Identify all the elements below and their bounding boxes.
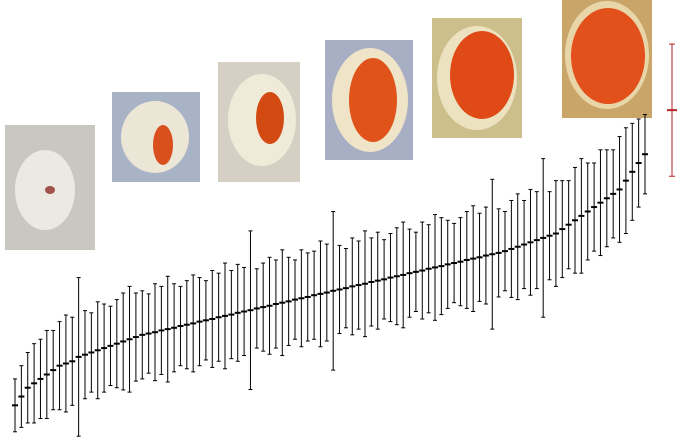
photo-eye xyxy=(45,186,55,194)
photo-eye xyxy=(153,125,173,165)
photo-eye xyxy=(450,31,514,119)
eye-photos xyxy=(5,0,652,250)
photo-eye xyxy=(349,58,397,142)
photo-eye xyxy=(256,92,284,144)
photo-eye xyxy=(571,8,645,104)
